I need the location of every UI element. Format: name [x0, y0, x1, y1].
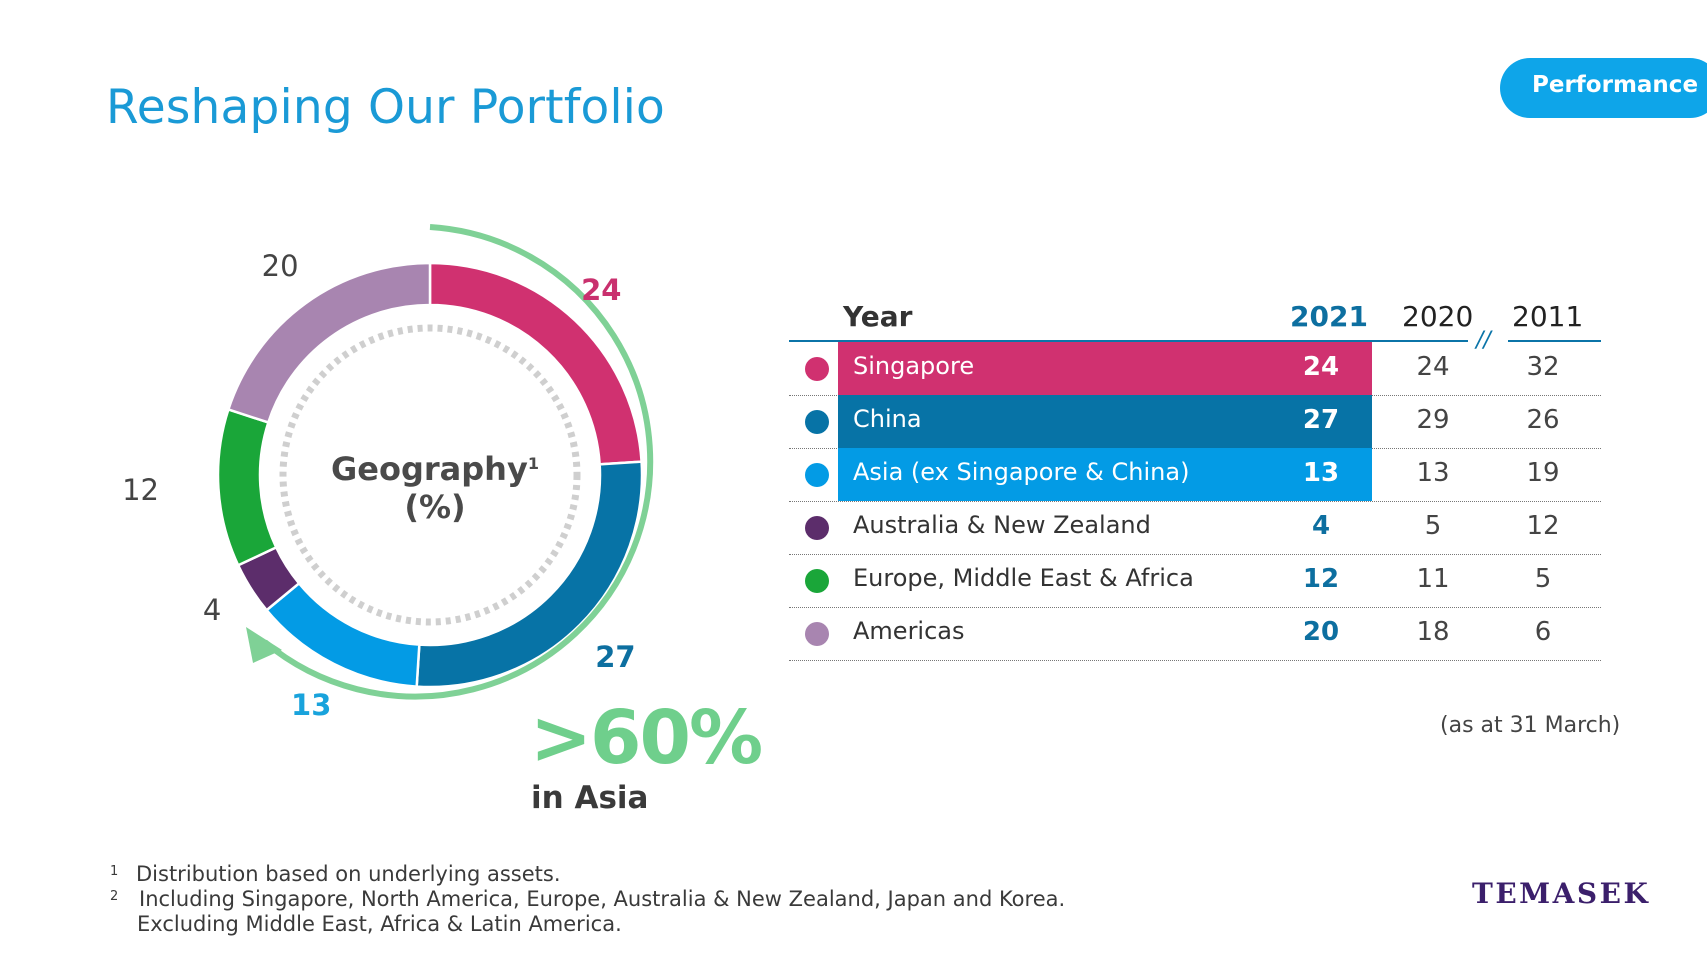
legend-dot: [805, 569, 829, 593]
row-highlight-band: [838, 395, 1372, 448]
donut-value-label: 27: [595, 640, 636, 675]
cell-2021: 12: [1302, 564, 1340, 594]
row-label: Asia (ex Singapore & China): [853, 458, 1190, 486]
cell-2020: 29: [1416, 405, 1450, 435]
row-highlight-band: [838, 342, 1372, 395]
footnote-2-number: 2: [110, 889, 119, 904]
legend-dot: [805, 516, 829, 540]
cell-2021: 20: [1302, 617, 1340, 647]
donut-segment-asia-ex-singapore-china: [264, 581, 421, 688]
table-row: Asia (ex Singapore & China) 13 13 19: [789, 448, 1601, 502]
page-title: Reshaping Our Portfolio: [106, 80, 665, 135]
as-at-note: (as at 31 March): [1440, 713, 1621, 738]
donut-center-label: Geography1 (%): [331, 450, 539, 526]
cell-2020: 5: [1424, 511, 1442, 541]
cell-2020: 24: [1416, 352, 1450, 382]
asia-share-subtext: in Asia: [531, 780, 649, 816]
cell-2011: 12: [1526, 511, 1560, 541]
inner-dotted-ring: [279, 324, 581, 626]
cell-2011: 26: [1526, 405, 1560, 435]
table-row: Americas 20 18 6: [789, 607, 1601, 661]
year-break-mark: //: [1476, 328, 1491, 353]
temasek-logo: TEMASEK: [1472, 877, 1651, 910]
cell-2011: 19: [1526, 458, 1560, 488]
col-header-2011: 2011: [1512, 300, 1584, 333]
legend-dot: [805, 622, 829, 646]
row-label: China: [853, 405, 922, 433]
cell-2011: 5: [1534, 564, 1552, 594]
legend-dot: [805, 463, 829, 487]
cell-2011: 6: [1534, 617, 1552, 647]
geography-donut-chart: [216, 224, 654, 700]
donut-value-label: 4: [202, 593, 222, 628]
asia-arc: [262, 224, 654, 700]
donut-value-label: 12: [122, 473, 160, 508]
footnote-1-number: 1: [110, 864, 119, 879]
row-label: Europe, Middle East & Africa: [853, 564, 1194, 592]
table-row: Europe, Middle East & Africa 12 11 5: [789, 554, 1601, 608]
donut-segment-europe-middle-east-africa: [216, 407, 278, 567]
cell-2021: 24: [1302, 352, 1340, 382]
header-rule-right: [1508, 340, 1601, 342]
donut-value-label: 13: [291, 688, 332, 723]
table-row: China 27 29 26: [789, 395, 1601, 449]
cell-2020: 11: [1416, 564, 1450, 594]
cell-2020: 13: [1416, 458, 1450, 488]
legend-dot: [805, 410, 829, 434]
cell-2020: 18: [1416, 617, 1450, 647]
asia-share-highlight: >60%: [530, 695, 763, 781]
row-label: Australia & New Zealand: [853, 511, 1151, 539]
row-label: Singapore: [853, 352, 975, 380]
cell-2021: 13: [1302, 458, 1340, 488]
header-rule-left: [789, 340, 1468, 342]
col-header-2021: 2021: [1290, 300, 1368, 333]
donut-value-label: 20: [261, 248, 299, 283]
table-row: Australia & New Zealand 4 5 12: [789, 501, 1601, 555]
cell-2011: 32: [1526, 352, 1560, 382]
footnote-1-text: Distribution based on underlying assets.: [136, 862, 561, 886]
col-header-2020: 2020: [1402, 300, 1474, 333]
footnote-2-text-line2: Excluding Middle East, Africa & Latin Am…: [137, 912, 622, 936]
legend-dot: [805, 357, 829, 381]
row-label: Americas: [853, 617, 965, 645]
table-row: Singapore 24 24 32: [789, 342, 1601, 396]
footnote-2-text-line1: Including Singapore, North America, Euro…: [139, 887, 1066, 911]
cell-2021: 4: [1311, 511, 1331, 541]
col-header-year: Year: [843, 300, 913, 333]
performance-badge[interactable]: Performance: [1500, 58, 1707, 118]
donut-segment-americas: [226, 261, 432, 425]
cell-2021: 27: [1302, 405, 1340, 435]
donut-value-label: 24: [581, 272, 622, 307]
asia-arrow-head: [246, 627, 282, 663]
row-highlight-band: [838, 448, 1372, 501]
